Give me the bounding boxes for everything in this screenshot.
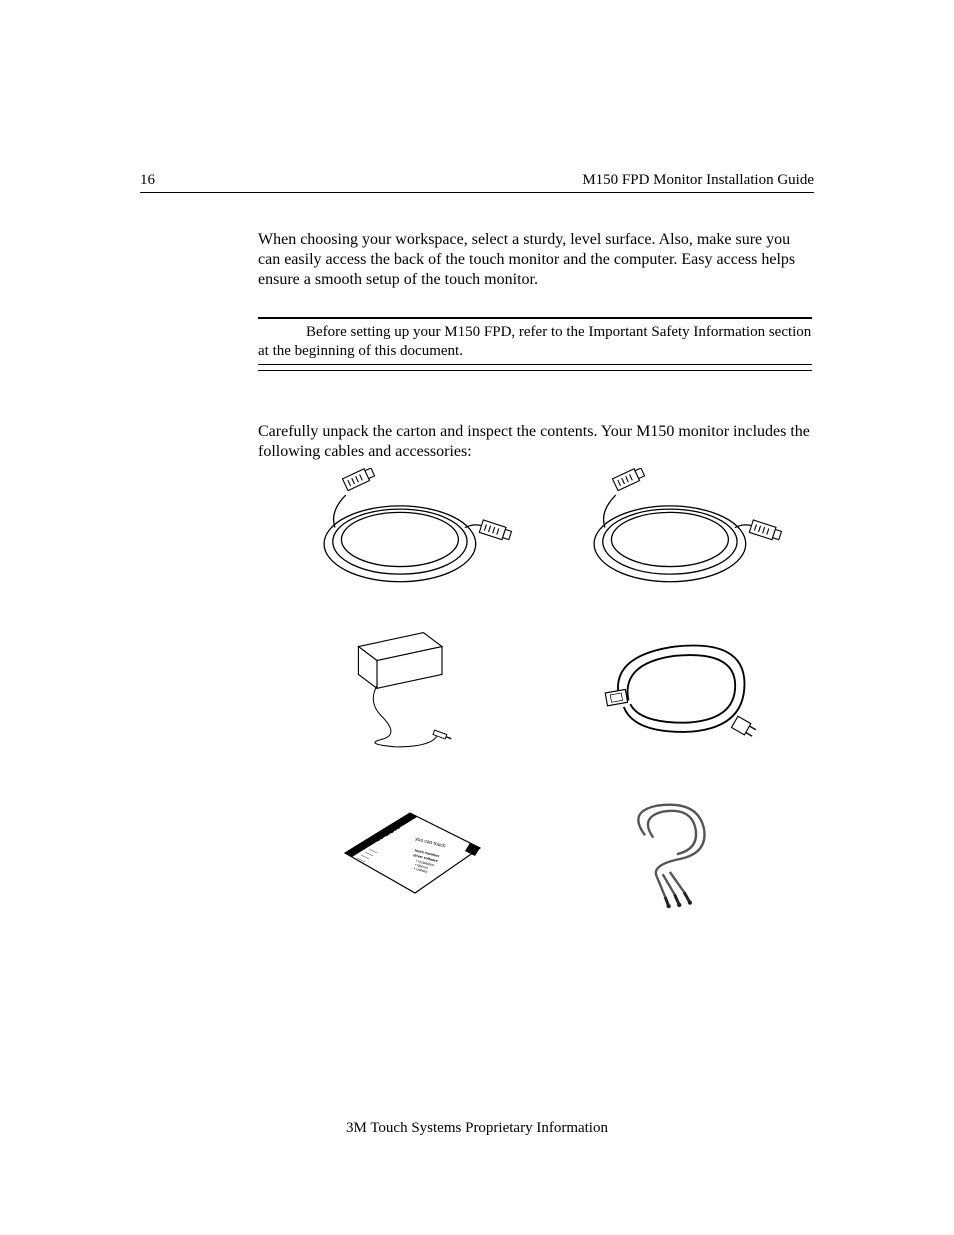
cd-sleeve-illustration: touch you can touch touch monitors drive…	[290, 788, 520, 918]
power-adapter-illustration	[290, 628, 520, 758]
audio-cable-illustration	[560, 788, 790, 918]
power-cord-illustration	[560, 628, 790, 758]
illustration-grid: touch you can touch touch monitors drive…	[290, 468, 790, 918]
cable-serial-icon	[567, 468, 784, 598]
power-cord-icon	[582, 628, 768, 758]
safety-note-box: Before setting up your M150 FPD, refer t…	[258, 317, 812, 371]
cable-illustration-1	[290, 468, 520, 598]
header-row: 16 M150 FPD Monitor Installation Guide	[140, 172, 814, 193]
unpack-paragraph: Carefully unpack the carton and inspect …	[258, 422, 812, 462]
header-title: M150 FPD Monitor Installation Guide	[582, 172, 814, 189]
page-number: 16	[140, 172, 155, 189]
safety-note-text: Before setting up your M150 FPD, refer t…	[258, 323, 812, 361]
power-adapter-icon	[312, 628, 498, 758]
cable-illustration-2	[560, 468, 790, 598]
cable-serial-icon	[297, 468, 514, 598]
footer-text: 3M Touch Systems Proprietary Information	[0, 1120, 954, 1137]
cd-package-icon: touch you can touch touch monitors drive…	[305, 788, 505, 918]
intro-paragraph: When choosing your workspace, select a s…	[258, 230, 812, 290]
audio-cable-icon	[580, 788, 769, 918]
